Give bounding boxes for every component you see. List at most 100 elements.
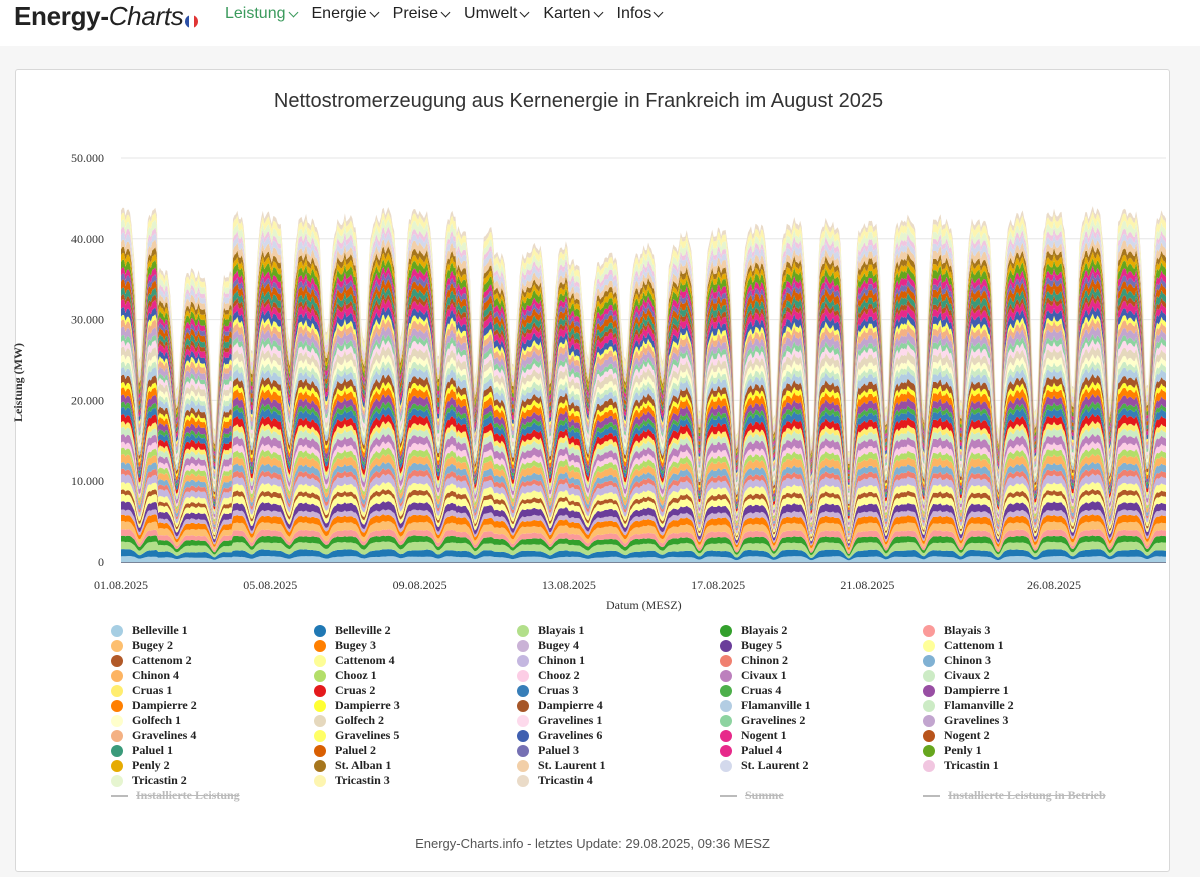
legend-label: Tricastin 3 xyxy=(335,773,390,787)
legend-item[interactable]: Dampierre 4 xyxy=(517,698,603,713)
legend-item[interactable]: St. Alban 1 xyxy=(314,758,391,773)
area-series-flamanville-1[interactable] xyxy=(121,366,1166,504)
legend-item[interactable]: Cruas 2 xyxy=(314,683,375,698)
area-series-cattenom-1[interactable] xyxy=(121,493,1166,544)
area-series-bugey-3[interactable] xyxy=(121,514,1166,550)
legend-item[interactable]: Blayais 3 xyxy=(923,623,990,638)
area-series-bugey-2[interactable] xyxy=(121,520,1166,552)
area-series-cattenom-4[interactable] xyxy=(121,481,1166,540)
area-series-blayais-1[interactable] xyxy=(121,541,1166,559)
legend-item[interactable]: Bugey 4 xyxy=(517,638,579,653)
legend-item[interactable]: Chinon 3 xyxy=(923,653,991,668)
legend-item[interactable]: Chooz 2 xyxy=(517,668,580,683)
area-series-chinon-4[interactable] xyxy=(121,453,1166,531)
area-series-belleville-2[interactable] xyxy=(121,549,1166,561)
legend-item[interactable]: Flamanville 2 xyxy=(923,698,1014,713)
legend-item[interactable]: Tricastin 2 xyxy=(111,773,187,788)
legend-item[interactable]: Dampierre 2 xyxy=(111,698,197,713)
area-series-cruas-3[interactable] xyxy=(121,406,1166,516)
legend-item[interactable]: Cattenom 4 xyxy=(314,653,395,668)
legend-item[interactable]: Chinon 4 xyxy=(111,668,179,683)
legend-item[interactable]: Chinon 1 xyxy=(517,653,585,668)
area-series-chooz-1[interactable] xyxy=(121,447,1166,529)
area-series-bugey-5[interactable] xyxy=(121,501,1166,546)
legend-item[interactable]: Paluel 1 xyxy=(111,743,173,758)
area-series-bugey-4[interactable] xyxy=(121,509,1166,548)
legend-item[interactable]: Gravelines 1 xyxy=(517,713,602,728)
legend-item[interactable]: Bugey 5 xyxy=(720,638,782,653)
area-series-chinon-3[interactable] xyxy=(121,461,1166,534)
legend-label: Nogent 2 xyxy=(944,728,990,742)
legend-item[interactable]: Nogent 2 xyxy=(923,728,990,743)
legend-item[interactable]: Civaux 2 xyxy=(923,668,990,683)
legend-dot-marker xyxy=(720,744,732,757)
legend-item[interactable]: Blayais 2 xyxy=(720,623,787,638)
legend-item[interactable]: Paluel 2 xyxy=(314,743,376,758)
legend-label: Dampierre 2 xyxy=(132,698,197,712)
area-series-cruas-2[interactable] xyxy=(121,413,1166,519)
france-flag-icon[interactable] xyxy=(185,15,198,28)
area-series-civaux-1[interactable] xyxy=(121,433,1166,525)
nav-umwelt[interactable]: Umwelt xyxy=(464,5,530,23)
legend-item[interactable]: Civaux 1 xyxy=(720,668,787,683)
legend-item[interactable]: Summe xyxy=(720,788,784,803)
legend-item[interactable]: Tricastin 4 xyxy=(517,773,593,788)
area-series-golfech-2[interactable] xyxy=(121,345,1166,498)
legend-item[interactable]: Bugey 3 xyxy=(314,638,376,653)
area-series-dampierre-2[interactable] xyxy=(121,386,1166,510)
legend-item[interactable]: Nogent 1 xyxy=(720,728,787,743)
legend-item[interactable]: Chooz 1 xyxy=(314,668,377,683)
legend-item[interactable]: Cruas 3 xyxy=(517,683,578,698)
legend-item[interactable]: St. Laurent 1 xyxy=(517,758,605,773)
nav-leistung[interactable]: Leistung xyxy=(225,5,298,23)
area-series-dampierre-4[interactable] xyxy=(121,373,1166,506)
nav-infos[interactable]: Infos xyxy=(617,5,664,23)
legend-item[interactable]: Gravelines 3 xyxy=(923,713,1008,728)
legend-item[interactable]: Installierte Leistung xyxy=(111,788,240,803)
legend-item[interactable]: Bugey 2 xyxy=(111,638,173,653)
legend-dot-marker xyxy=(923,639,935,652)
brand-logo[interactable]: Energy-Charts xyxy=(14,1,184,32)
legend-item[interactable]: Cruas 1 xyxy=(111,683,172,698)
legend-item[interactable]: Gravelines 5 xyxy=(314,728,399,743)
legend-item[interactable]: Golfech 1 xyxy=(111,713,181,728)
legend-item[interactable]: Cattenom 1 xyxy=(923,638,1004,653)
legend-item[interactable]: Paluel 4 xyxy=(720,743,782,758)
legend-item[interactable]: St. Laurent 2 xyxy=(720,758,808,773)
legend-item[interactable]: Cattenom 2 xyxy=(111,653,192,668)
legend-item[interactable]: Belleville 1 xyxy=(111,623,188,638)
legend-item[interactable]: Tricastin 3 xyxy=(314,773,390,788)
legend-item[interactable]: Tricastin 1 xyxy=(923,758,999,773)
legend-item[interactable]: Gravelines 4 xyxy=(111,728,196,743)
legend-item[interactable]: Paluel 3 xyxy=(517,743,579,758)
area-series-blayais-2[interactable] xyxy=(121,535,1166,556)
nav-energie[interactable]: Energie xyxy=(312,5,380,23)
legend-item[interactable]: Penly 2 xyxy=(111,758,170,773)
legend-item[interactable]: Blayais 1 xyxy=(517,623,584,638)
area-series-dampierre-1[interactable] xyxy=(121,393,1166,513)
legend-item[interactable]: Penly 1 xyxy=(923,743,982,758)
area-series-blayais-3[interactable] xyxy=(121,529,1166,554)
legend-item[interactable]: Dampierre 3 xyxy=(314,698,400,713)
legend-item[interactable]: Installierte Leistung in Betrieb xyxy=(923,788,1106,803)
area-series-civaux-2[interactable] xyxy=(121,426,1166,523)
legend-item[interactable]: Belleville 2 xyxy=(314,623,391,638)
area-series-cruas-1[interactable] xyxy=(121,420,1166,521)
nav-preise[interactable]: Preise xyxy=(393,5,451,23)
legend-item[interactable]: Golfech 2 xyxy=(314,713,384,728)
nav-karten[interactable]: Karten xyxy=(543,5,603,23)
legend-item[interactable]: Chinon 2 xyxy=(720,653,788,668)
area-series-belleville-1[interactable] xyxy=(121,556,1166,562)
area-series-chooz-2[interactable] xyxy=(121,441,1166,527)
area-series-cruas-4[interactable] xyxy=(121,401,1166,514)
legend-item[interactable]: Gravelines 6 xyxy=(517,728,602,743)
legend-item[interactable]: Flamanville 1 xyxy=(720,698,811,713)
area-series-chinon-1[interactable] xyxy=(121,473,1166,538)
area-series-gravelines-3[interactable] xyxy=(121,325,1166,491)
legend-item[interactable]: Dampierre 1 xyxy=(923,683,1009,698)
area-series-cattenom-2[interactable] xyxy=(121,488,1166,542)
legend-item[interactable]: Cruas 4 xyxy=(720,683,781,698)
chart-plot[interactable]: 0 10.000 20.000 30.000 40.000 50.000 01.08.202… xyxy=(16,70,1169,600)
legend-item[interactable]: Gravelines 2 xyxy=(720,713,805,728)
area-series-chinon-2[interactable] xyxy=(121,468,1166,535)
